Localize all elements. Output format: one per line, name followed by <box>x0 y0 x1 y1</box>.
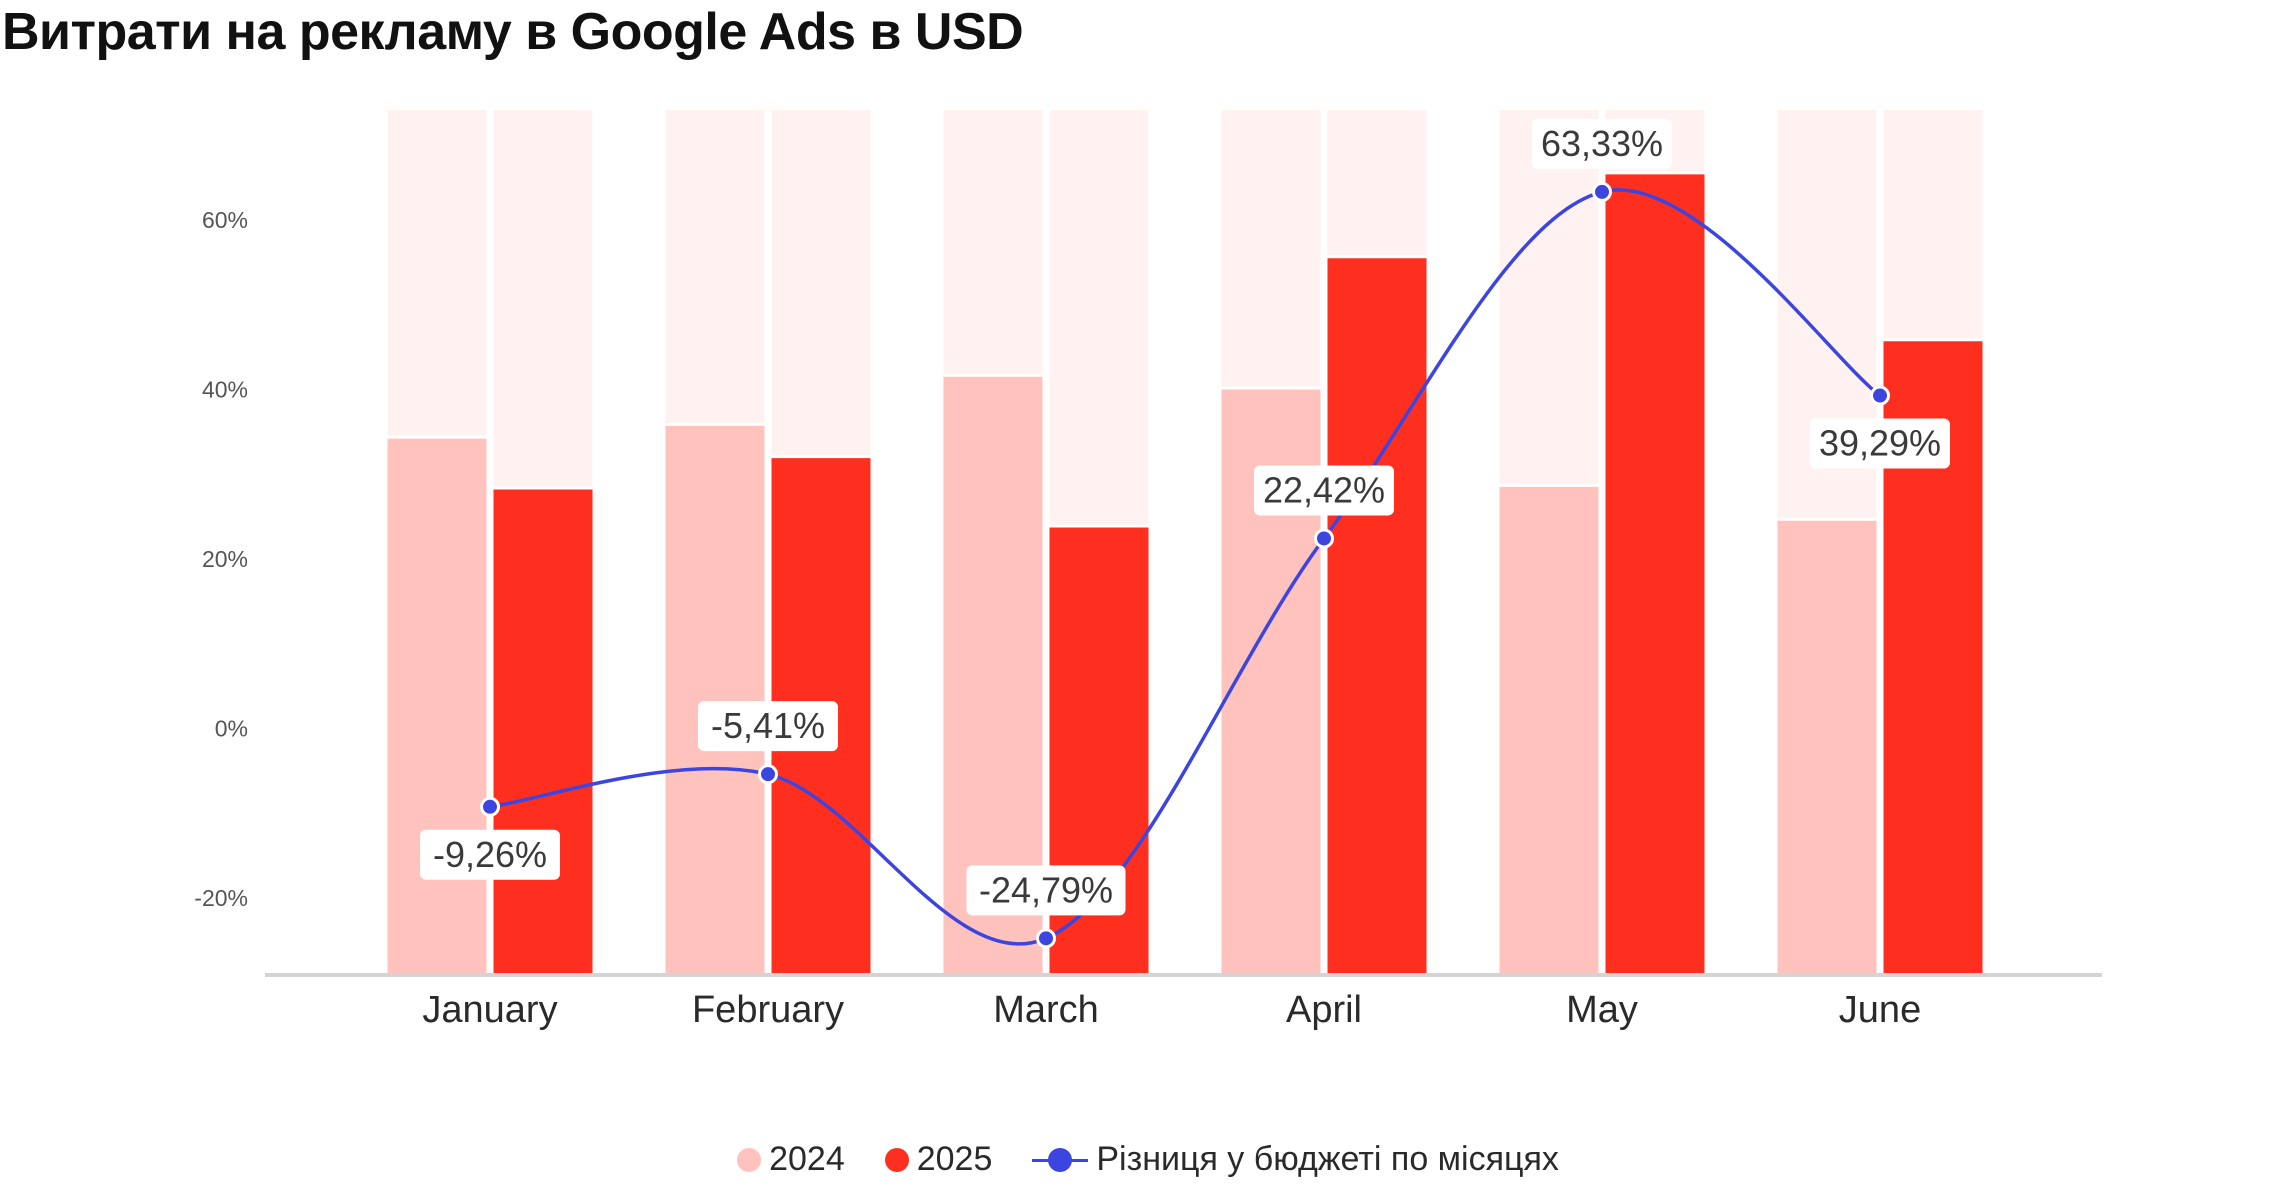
chart-title: Витрати на рекламу в Google Ads в USD <box>2 3 1024 61</box>
x-tick-label: May <box>1566 989 1638 1031</box>
y-tick-label: 0% <box>215 715 248 741</box>
difference-point[interactable] <box>1036 928 1056 949</box>
legend-swatch-2024 <box>737 1147 762 1172</box>
difference-point[interactable] <box>758 764 778 785</box>
bar-2025-january[interactable] <box>493 486 593 974</box>
legend-swatch-2025 <box>884 1147 909 1172</box>
x-tick-label: March <box>993 989 1099 1031</box>
difference-point[interactable] <box>1870 385 1890 406</box>
bar-2024-june[interactable] <box>1777 518 1877 974</box>
data-label-box <box>698 701 838 752</box>
bar-2024-may[interactable] <box>1499 484 1599 974</box>
y-tick-label: 20% <box>202 546 248 572</box>
y-tick-label: 60% <box>202 207 248 233</box>
data-label-box <box>1810 418 1950 469</box>
data-label-box <box>420 829 560 880</box>
background-bars <box>387 110 1983 974</box>
bar-2024-february[interactable] <box>665 423 765 975</box>
legend-label-difference: Різниця у бюджеті по місяцях <box>1096 1140 1559 1178</box>
bar-2024-january[interactable] <box>387 436 487 974</box>
bar-2025-april[interactable] <box>1327 255 1427 975</box>
difference-data-label: 63,33% <box>1532 118 1672 169</box>
axes: January February March April May June 60% 40% 20… <box>194 207 2102 1031</box>
data-label-box <box>1254 465 1394 516</box>
legend: 2024 2025 Різниця у бюджеті по місяцях <box>0 1140 2296 1179</box>
difference-point[interactable] <box>1592 181 1612 202</box>
bar-series <box>387 171 1983 975</box>
data-label-text: 22,42% <box>1263 469 1385 510</box>
data-label-text: 39,29% <box>1819 423 1941 464</box>
difference-data-label: 22,42% <box>1254 465 1394 516</box>
data-labels: -9,26% -5,41% -24,79% 22,42% 63,33% 39,29% <box>420 118 1950 916</box>
legend-label-2024: 2024 <box>769 1140 845 1178</box>
difference-data-label: -9,26% <box>420 829 560 880</box>
x-tick-label: January <box>422 989 557 1031</box>
legend-label-2025: 2025 <box>916 1140 993 1178</box>
data-label-text: 63,33% <box>1541 123 1663 164</box>
bar-2025-may[interactable] <box>1605 171 1705 974</box>
difference-data-label: -5,41% <box>698 701 838 752</box>
legend-item-difference[interactable]: Різниця у бюджеті по місяцях <box>1032 1140 1559 1179</box>
legend-swatch-difference <box>1032 1147 1089 1172</box>
difference-data-label: -24,79% <box>966 865 1126 916</box>
data-label-box <box>1532 118 1672 169</box>
data-label-text: -24,79% <box>979 869 1113 910</box>
legend-item-2025[interactable]: 2025 <box>884 1140 993 1179</box>
y-tick-label: 40% <box>202 377 248 403</box>
data-label-text: -9,26% <box>433 834 547 875</box>
difference-line <box>480 181 1890 949</box>
difference-point[interactable] <box>480 796 500 817</box>
difference-data-label: 39,29% <box>1810 418 1950 469</box>
x-tick-label: April <box>1286 989 1362 1031</box>
data-label-text: -5,41% <box>711 705 825 746</box>
legend-item-2024[interactable]: 2024 <box>737 1140 845 1179</box>
x-tick-label: June <box>1839 989 1921 1031</box>
y-tick-label: -20% <box>194 885 248 911</box>
x-tick-label: February <box>692 989 844 1031</box>
data-label-box <box>966 865 1126 916</box>
difference-point[interactable] <box>1314 528 1334 549</box>
